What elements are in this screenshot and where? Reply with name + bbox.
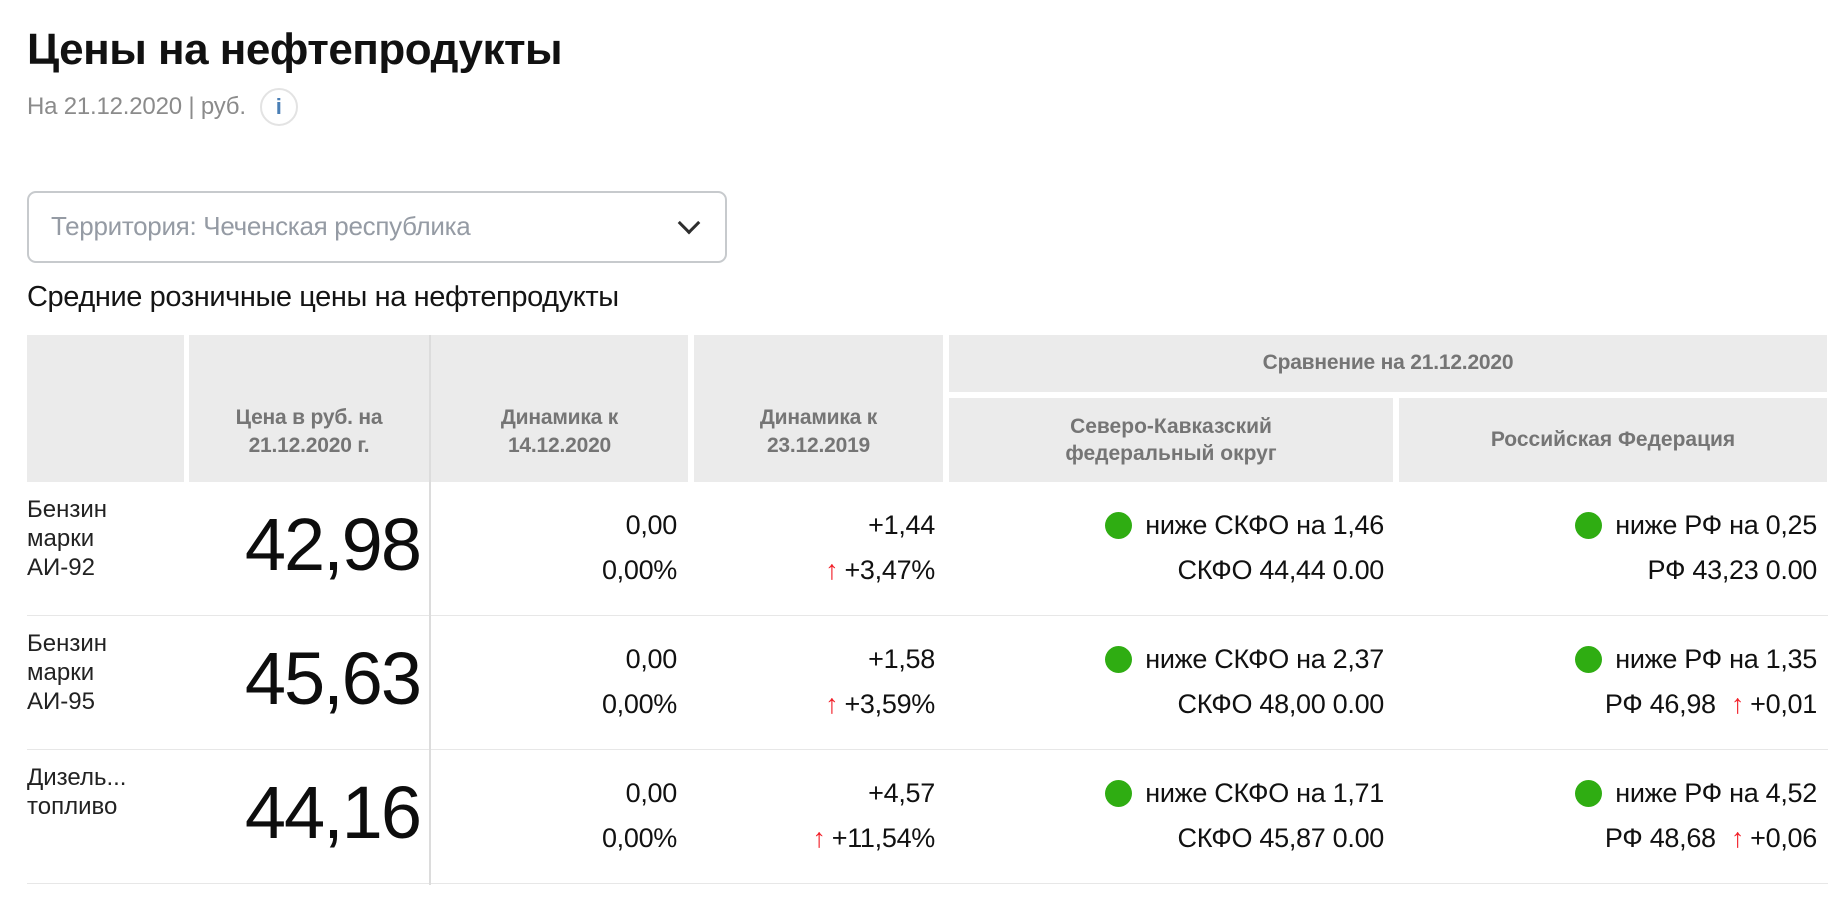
- table-header: Цена в руб. на 21.12.2020 г. Динамика к …: [27, 334, 1828, 482]
- up-arrow-icon: ↑: [825, 689, 839, 720]
- up-arrow-icon: ↑: [1730, 823, 1745, 854]
- comparison-skfo-cell: ниже СКФО на 2,37 СКФО 48,00 0.00: [949, 616, 1393, 749]
- comparison-skfo-cell: ниже СКФО на 1,71 СКФО 45,87 0.00: [949, 750, 1393, 883]
- comparison-rf-cell: ниже РФ на 1,35 РФ 46,98 ↑ +0,01: [1399, 616, 1827, 749]
- territory-dropdown[interactable]: Территория: Чеченская республика: [27, 190, 727, 263]
- product-name: Бензин марки АИ-92: [27, 495, 108, 581]
- header-comparison-group: Сравнение на 21.12.2020 Северо-Кавказски…: [949, 334, 1827, 482]
- dynamics-year-cell: +1,58 ↑ +3,59%: [825, 644, 935, 720]
- header-dynamics-week: Динамика к 14.12.2020: [431, 334, 688, 482]
- table-row: Дизель... топливо 44,16 0,00 0,00% +4,57…: [27, 750, 1828, 884]
- territory-dropdown-value: Территория: Чеченская республика: [51, 211, 471, 242]
- page: Цены на нефтепродукты На 21.12.2020 | ру…: [27, 25, 1828, 885]
- dynamics-week-cell: 0,00 0,00%: [601, 510, 677, 586]
- product-name: Бензин марки АИ-95: [27, 629, 108, 715]
- dynamics-year-cell: +4,57 ↑ +11,54%: [812, 778, 936, 854]
- page-title: Цены на нефтепродукты: [27, 25, 563, 74]
- product-name: Дизель... топливо: [27, 763, 127, 820]
- header-product: [27, 334, 184, 482]
- status-dot-green: [1575, 512, 1603, 540]
- column-divider: [429, 334, 431, 885]
- section-heading: Средние розничные цены на нефтепродукты: [27, 280, 619, 313]
- status-dot-green: [1105, 780, 1133, 808]
- up-arrow-icon: ↑: [1730, 689, 1745, 720]
- info-icon[interactable]: i: [259, 87, 298, 126]
- comparison-skfo-cell: ниже СКФО на 1,46 СКФО 44,44 0.00: [949, 482, 1393, 615]
- header-price: Цена в руб. на 21.12.2020 г.: [189, 334, 429, 482]
- table-row: Бензин марки АИ-95 45,63 0,00 0,00% +1,5…: [27, 616, 1828, 750]
- dynamics-week-cell: 0,00 0,00%: [601, 644, 677, 720]
- dynamics-week-cell: 0,00 0,00%: [601, 778, 677, 854]
- status-dot-green: [1105, 646, 1133, 674]
- status-dot-green: [1575, 780, 1603, 808]
- up-arrow-icon: ↑: [812, 823, 827, 854]
- price-value: 45,63: [244, 636, 422, 720]
- header-comparison-title: Сравнение на 21.12.2020: [949, 334, 1827, 392]
- date-currency-subtitle: На 21.12.2020 | руб.: [27, 92, 246, 120]
- chevron-down-icon: [677, 211, 701, 235]
- comparison-rf-cell: ниже РФ на 0,25 РФ 43,23 0.00: [1399, 482, 1827, 615]
- table-row: Бензин марки АИ-92 42,98 0,00 0,00% +1,4…: [27, 482, 1828, 616]
- header-comparison-skfo: Северо-Кавказский федеральный округ: [949, 397, 1393, 482]
- price-value: 44,16: [244, 770, 422, 854]
- comparison-rf-cell: ниже РФ на 4,52 РФ 48,68 ↑ +0,06: [1399, 750, 1827, 883]
- dynamics-year-cell: +1,44 ↑ +3,47%: [825, 510, 935, 586]
- header-dynamics-year: Динамика к 23.12.2019: [694, 334, 943, 482]
- price-value: 42,98: [244, 502, 422, 586]
- status-dot-green: [1575, 646, 1603, 674]
- status-dot-green: [1105, 512, 1133, 540]
- prices-table: Цена в руб. на 21.12.2020 г. Динамика к …: [27, 334, 1828, 885]
- subtitle-row: На 21.12.2020 | руб. i: [27, 87, 1828, 127]
- header-comparison-rf: Российская Федерация: [1399, 397, 1827, 482]
- up-arrow-icon: ↑: [825, 555, 839, 586]
